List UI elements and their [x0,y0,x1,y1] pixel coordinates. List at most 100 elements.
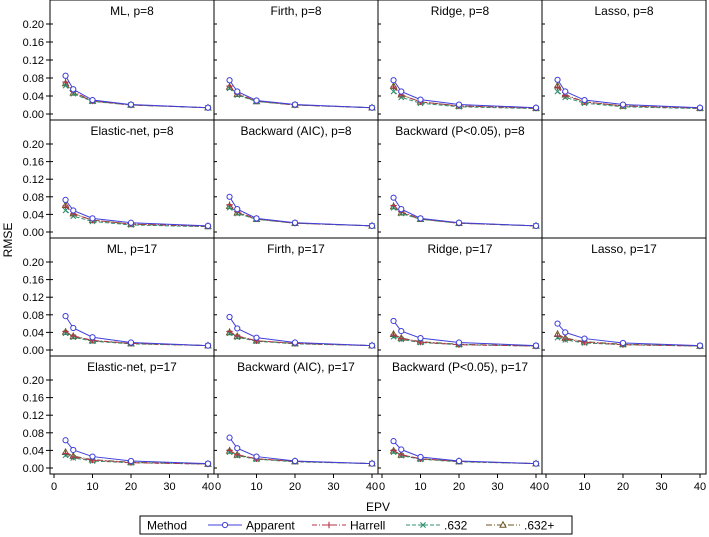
series-line [393,320,537,347]
data-point [696,104,704,111]
axes-layer: 0.00 0.04 0.08 0.12 0.16 0.20 0.00 0.04 0.08 0.12… [23,19,707,493]
data-point [417,215,424,222]
data-point [226,434,233,441]
panel-empty [541,119,707,239]
series-line [229,79,373,109]
x-tick-label: 30 [491,481,503,493]
data-point [234,332,241,340]
series-apparent [62,437,212,467]
y-tick-label: 0.12 [23,410,44,422]
legend-label: Harrell [350,519,385,533]
data-point [127,101,135,108]
y-tick-label: 0.12 [23,292,44,304]
panel-lasso-p-8: Lasso, p=8 [541,0,707,121]
data-point [62,437,69,444]
data-point [368,104,376,111]
legend-entry-632: .632+ [486,519,554,533]
x-tick-label: 10 [578,481,590,493]
data-point [89,215,96,222]
data-point [390,331,397,339]
series-line [65,204,209,227]
y-tick-label: 0.00 [23,109,44,121]
data-point [226,313,233,321]
data-point [70,446,77,454]
series-apparent [62,196,212,229]
data-point [234,206,241,213]
data-point [390,83,397,91]
series-line [229,331,373,347]
series-harrell [226,328,376,349]
data-point [62,196,69,203]
legend-label: .632 [444,519,468,533]
data-point [62,450,69,457]
x-tick-label: 0 [543,481,549,493]
series-line [393,440,537,465]
y-tick-label: 0.04 [23,445,44,457]
data-point [455,339,463,346]
x-tick-label: 40 [530,481,542,493]
x-tick-label: 30 [327,481,339,493]
series-line [393,197,537,227]
series-harrell [62,450,212,468]
x-tick-label: 40 [694,481,706,493]
panel-frame [541,355,707,475]
series-apparent [554,76,704,111]
panel-title: Backward (AIC), p=8 [240,124,351,138]
data-point [127,219,135,226]
x-tick-label: 10 [250,481,262,493]
data-point [70,453,77,461]
y-tick-label: 0.16 [23,157,44,169]
panel-title: Backward (P<0.05), p=8 [395,124,525,138]
y-tick-label: 0.08 [23,310,44,322]
x-tick-label: 30 [163,481,175,493]
x-tick-label: 10 [414,481,426,493]
data-point [70,86,77,93]
data-point [532,342,540,349]
data-point [619,101,627,108]
panel-ridge-p-17: Ridge, p=17 [377,237,543,357]
data-point [62,313,69,320]
series-apparent [62,72,212,111]
data-point [368,222,376,229]
y-tick-label: 0.04 [23,209,44,221]
legend-label: .632+ [524,519,554,533]
legend-title: Method [147,519,187,533]
data-point [417,453,424,461]
data-point [398,88,405,95]
panel-title: Firth, p=17 [267,242,325,256]
data-point [390,194,397,201]
y-tick-label: 0.20 [23,139,44,151]
series-harrell [62,78,212,111]
data-point [581,335,588,342]
data-point [562,329,569,336]
data-point [234,445,241,452]
data-point [89,453,96,460]
panel-frame [541,119,707,239]
y-tick-label: 0.08 [23,192,44,204]
data-point [226,201,233,208]
data-point [455,101,463,108]
legend-entry-632: .632 [406,519,468,533]
data-point [226,447,233,454]
data-point [253,215,260,222]
data-point [562,88,569,95]
panel-backward-aic-p-17: Backward (AIC), p=17 [213,355,379,475]
data-point [234,451,241,458]
series-apparent [62,313,212,349]
data-point [532,104,540,111]
x-tick-label: 20 [289,481,301,493]
panel-title: Ridge, p=17 [427,242,492,256]
data-point [89,334,96,341]
series-line [557,79,701,109]
panel-elastic-net-p-17: Elastic-net, p=17 [49,355,215,475]
y-tick-label: 0.16 [23,275,44,287]
series-line [557,85,701,109]
data-point [291,219,299,226]
x-tick-label: 0 [379,481,385,493]
data-point [581,96,588,104]
legend-swatch-marker [420,522,426,528]
panel-title: Lasso, p=8 [594,4,653,18]
panel-ml-p-8: ML, p=8 [49,0,215,121]
data-point [398,335,405,342]
legend-entry-apparent: Apparent [208,519,295,533]
